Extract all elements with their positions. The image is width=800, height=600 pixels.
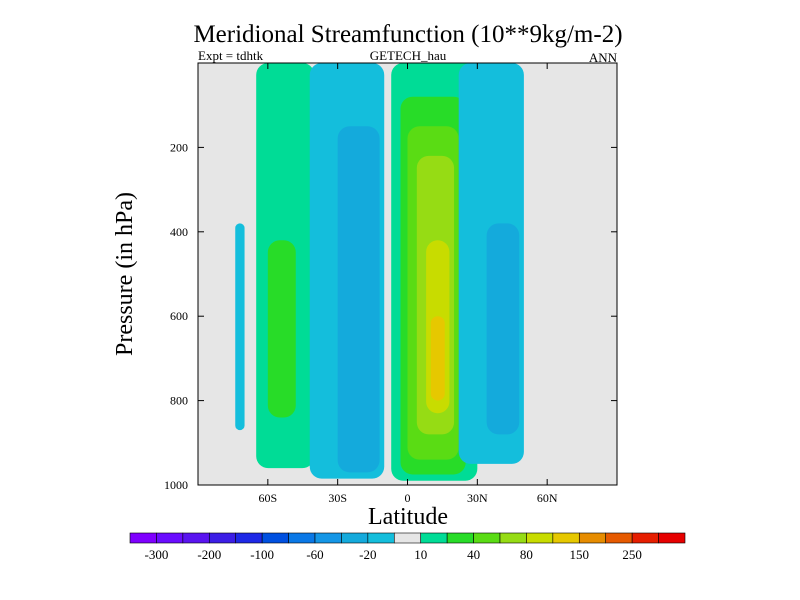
y-tick-label: 1000: [164, 478, 188, 492]
plot-area: [197, 62, 618, 486]
x-axis-label: Latitude: [368, 504, 448, 530]
colorbar-swatch: [473, 532, 501, 544]
colorbar-label: -60: [306, 547, 323, 562]
chart-subtitle-right: ANN: [589, 50, 618, 65]
colorbar-label: 150: [570, 547, 590, 562]
colorbar-label: -300: [145, 547, 169, 562]
contour-region-2: [267, 240, 296, 418]
contour-region-0: [235, 223, 245, 431]
colorbar-swatch: [156, 532, 184, 544]
x-tick-label: 30N: [467, 491, 488, 505]
colorbar-swatch: [658, 532, 686, 544]
chart-subtitle-center: GETECH_hau: [370, 48, 447, 63]
colorbar-swatch: [129, 532, 157, 544]
colorbar-label: 80: [520, 547, 533, 562]
colorbar: -300 -200 -100 -60 -20 10 40 80 150 250: [129, 532, 686, 562]
x-tick-label: 60S: [258, 491, 277, 505]
colorbar-label: -200: [197, 547, 221, 562]
colorbar-swatch: [182, 532, 210, 544]
colorbar-swatch: [367, 532, 395, 544]
colorbar-swatch: [314, 532, 342, 544]
colorbar-swatch: [446, 532, 474, 544]
x-axis: 60S 30S 0 30N 60N: [258, 63, 558, 505]
colorbar-swatch: [288, 532, 316, 544]
colorbar-label: -20: [359, 547, 376, 562]
colorbar-label: 40: [467, 547, 480, 562]
chart-title: Meridional Streamfunction (10**9kg/m-2): [193, 21, 622, 48]
y-axis-label: Pressure (in hPa): [112, 192, 138, 356]
colorbar-label: 10: [414, 547, 427, 562]
colorbar-swatch: [208, 532, 237, 544]
x-tick-label: 0: [405, 491, 411, 505]
x-tick-label: 60N: [537, 491, 558, 505]
colorbar-swatch: [420, 532, 448, 544]
colorbar-swatch: [393, 532, 422, 544]
colorbar-swatch: [631, 532, 659, 544]
colorbar-swatch: [578, 532, 607, 544]
colorbar-swatch: [526, 532, 554, 544]
colorbar-label: 250: [622, 547, 642, 562]
colorbar-swatch: [552, 532, 580, 544]
contour-region-4: [337, 126, 380, 473]
chart-subtitle-left: Expt = tdhtk: [198, 48, 264, 63]
contour-region-10: [430, 316, 445, 401]
colorbar-swatch: [261, 532, 289, 544]
y-tick-label: 400: [170, 225, 188, 239]
colorbar-swatch: [605, 532, 633, 544]
y-tick-label: 800: [170, 394, 188, 408]
colorbar-swatch: [235, 532, 263, 544]
contour-region-12: [486, 223, 520, 435]
y-axis: 200 400 600 800 1000: [164, 140, 617, 492]
y-tick-label: 600: [170, 309, 188, 323]
colorbar-swatch: [499, 532, 527, 544]
y-tick-label: 200: [170, 140, 188, 154]
colorbar-swatch: [341, 532, 369, 544]
x-tick-label: 30S: [328, 491, 347, 505]
colorbar-label: -100: [250, 547, 274, 562]
